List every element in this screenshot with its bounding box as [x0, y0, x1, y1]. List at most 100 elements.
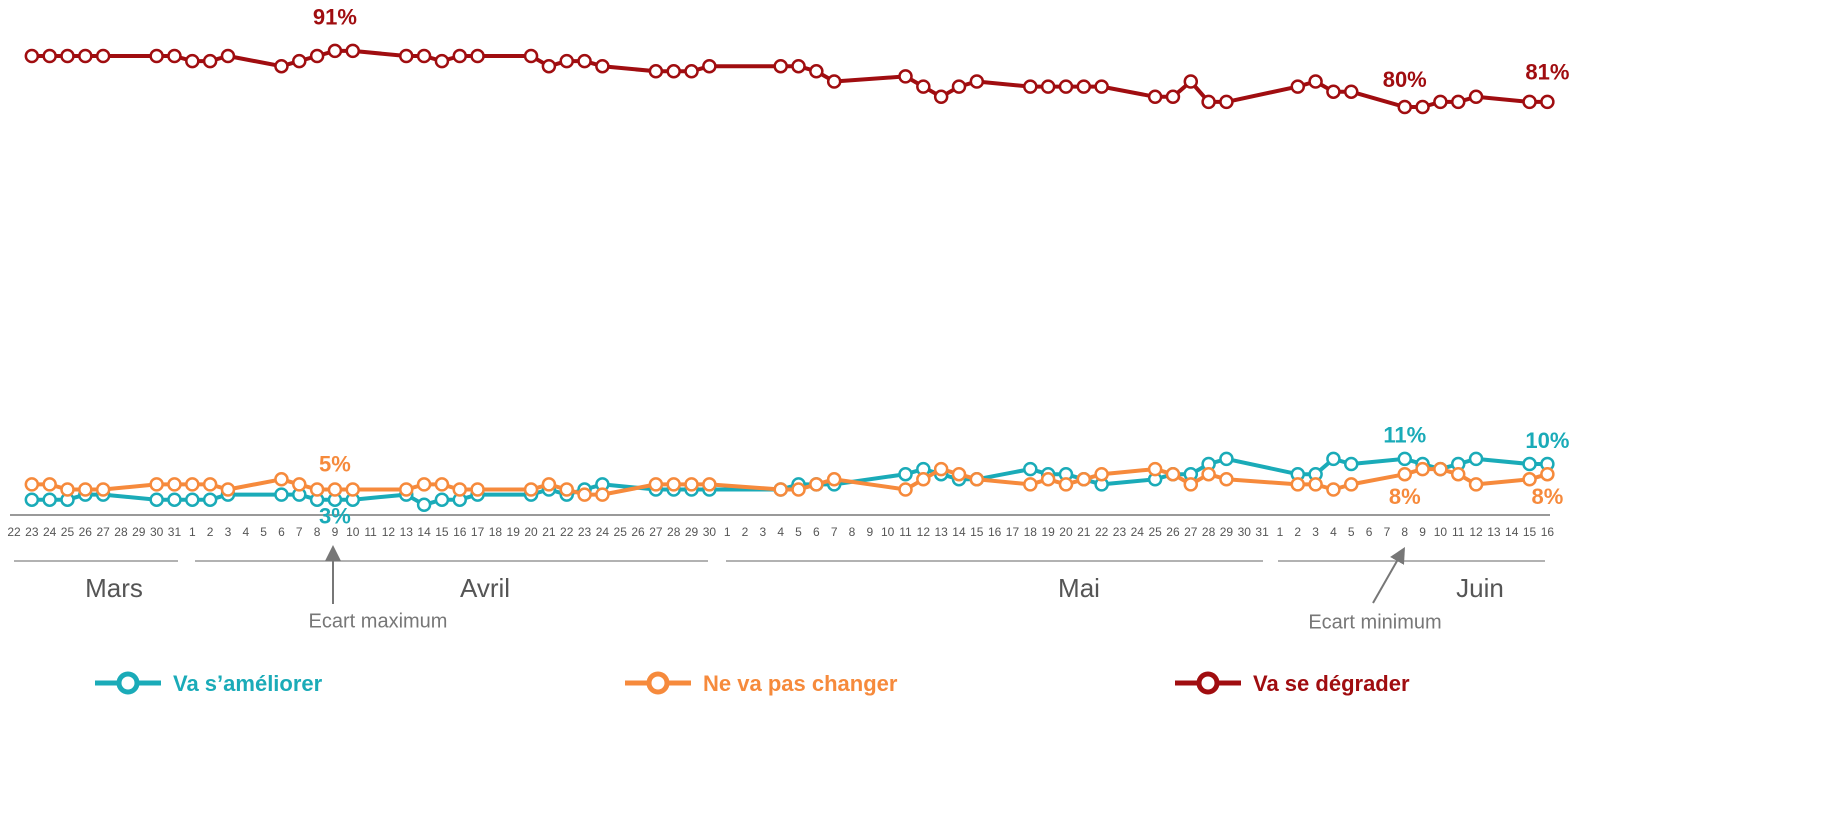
x-tick-label: 4	[242, 525, 249, 539]
data-point	[42, 477, 57, 492]
x-tick-label: 19	[1041, 525, 1055, 539]
data-point	[60, 482, 75, 497]
data-point	[666, 477, 681, 492]
x-tick-label: 29	[1220, 525, 1234, 539]
data-point	[1290, 477, 1306, 492]
x-tick-label: 25	[1148, 525, 1162, 539]
legend-marker	[646, 671, 670, 695]
data-point	[1219, 94, 1234, 110]
data-label: 91%	[313, 5, 357, 30]
data-point	[470, 48, 485, 64]
data-point	[1058, 477, 1074, 492]
x-tick-label: 31	[1255, 525, 1269, 539]
data-point	[1326, 84, 1341, 99]
x-tick-label: 27	[96, 525, 110, 539]
data-point	[791, 482, 806, 497]
data-point	[1326, 451, 1341, 467]
x-tick-label: 11	[899, 525, 912, 539]
data-label: 5%	[319, 451, 351, 476]
x-tick-label: 22	[7, 525, 21, 539]
data-point	[292, 477, 307, 492]
data-point	[1468, 451, 1484, 467]
x-tick-label: 10	[346, 525, 360, 539]
data-point	[149, 48, 164, 64]
data-point	[452, 482, 467, 497]
data-point	[220, 482, 236, 497]
data-point	[1165, 89, 1181, 105]
data-point	[1468, 477, 1484, 492]
data-point	[773, 482, 788, 497]
data-point	[470, 482, 485, 497]
x-tick-label: 3	[225, 525, 232, 539]
data-point	[1326, 482, 1341, 497]
x-tick-label: 31	[168, 525, 182, 539]
data-point	[24, 48, 40, 64]
data-point	[149, 492, 164, 507]
data-label: 3%	[319, 504, 351, 529]
data-point	[1023, 477, 1038, 492]
x-tick-label: 26	[1166, 525, 1180, 539]
data-point	[916, 472, 931, 487]
x-tick-label: 15	[435, 525, 449, 539]
x-tick-label: 30	[150, 525, 164, 539]
data-point	[345, 43, 361, 59]
data-point	[898, 69, 913, 84]
data-point	[1147, 461, 1163, 477]
x-tick-label: 29	[685, 525, 699, 539]
x-tick-label: 12	[1469, 525, 1483, 539]
data-point	[523, 48, 539, 64]
x-tick-label: 19	[507, 525, 521, 539]
data-point	[1040, 472, 1056, 487]
x-tick-label: 2	[742, 525, 749, 539]
data-point	[1023, 461, 1038, 477]
x-tick-label: 22	[560, 525, 574, 539]
x-tick-label: 16	[453, 525, 467, 539]
x-tick-label: 16	[988, 525, 1002, 539]
data-point	[202, 53, 218, 69]
x-tick-label: 5	[260, 525, 267, 539]
data-point	[309, 482, 325, 497]
data-point	[1397, 451, 1412, 467]
x-tick-label: 15	[970, 525, 984, 539]
x-tick-label: 7	[296, 525, 303, 539]
data-point	[577, 487, 592, 502]
x-tick-label: 28	[114, 525, 128, 539]
x-tick-label: 15	[1523, 525, 1537, 539]
data-point	[541, 58, 557, 74]
x-tick-label: 12	[382, 525, 396, 539]
data-point	[1290, 79, 1306, 94]
x-tick-label: 14	[417, 525, 431, 539]
x-tick-label: 5	[1348, 525, 1355, 539]
data-label: 8%	[1531, 484, 1563, 509]
data-point	[648, 64, 664, 79]
data-point	[702, 58, 717, 74]
x-tick-label: 11	[1452, 525, 1465, 539]
x-tick-label: 24	[596, 525, 610, 539]
x-tick-label: 2	[207, 525, 214, 539]
data-point	[1201, 466, 1216, 482]
data-point	[951, 466, 967, 482]
x-tick-label: 8	[849, 525, 856, 539]
data-point	[559, 53, 574, 69]
data-point	[1076, 79, 1092, 94]
data-point	[202, 477, 218, 492]
data-point	[684, 477, 699, 492]
data-point	[1094, 466, 1109, 482]
month-label: Mars	[85, 573, 143, 603]
data-point	[1433, 94, 1448, 110]
data-point	[1522, 94, 1537, 110]
x-tick-label: 20	[1059, 525, 1073, 539]
data-point	[452, 48, 467, 64]
legend-label: Ne va pas changer	[703, 671, 898, 696]
x-tick-label: 6	[1366, 525, 1373, 539]
data-point	[898, 482, 913, 497]
x-tick-label: 9	[866, 525, 873, 539]
data-point	[327, 43, 343, 59]
data-point	[1183, 477, 1199, 492]
month-label: Juin	[1456, 573, 1504, 603]
data-point	[1540, 466, 1555, 482]
data-point	[24, 477, 40, 492]
data-point	[1450, 94, 1466, 110]
data-point	[773, 58, 788, 74]
data-point	[167, 492, 182, 507]
